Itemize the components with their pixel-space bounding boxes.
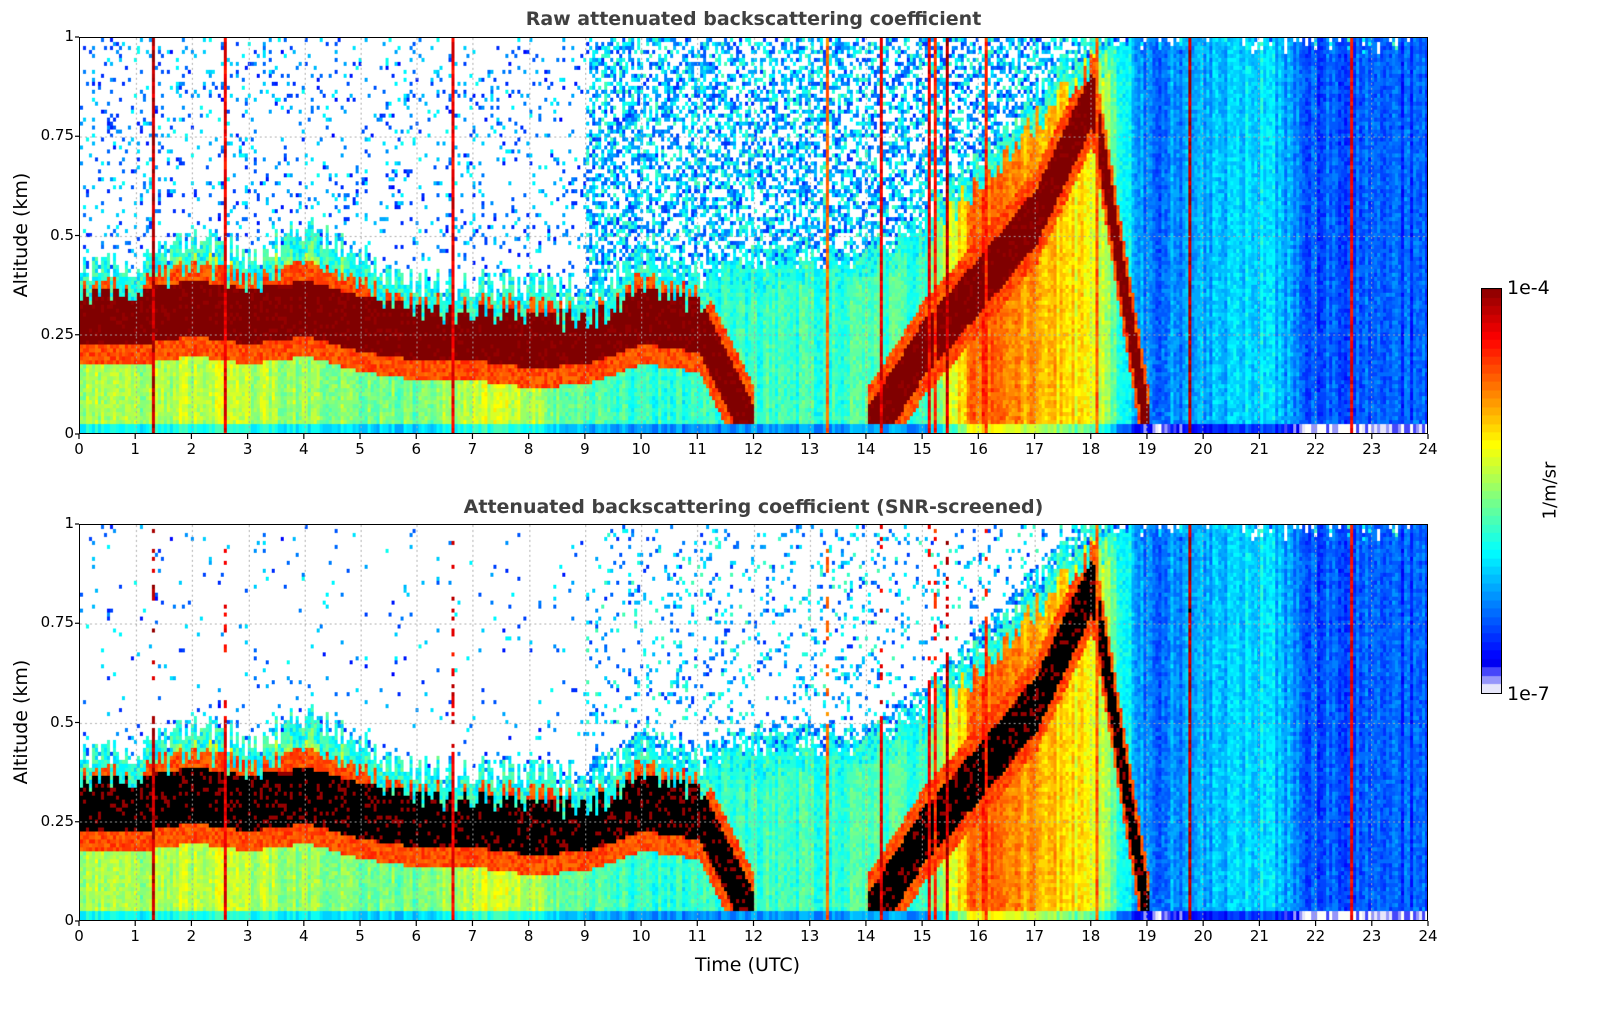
x-tick-label: 13 (800, 927, 820, 945)
x-axis-label: Time (UTC) (695, 954, 801, 976)
x-tick-label: 2 (186, 927, 197, 945)
y-tick-label: 0.75 (40, 613, 74, 632)
x-tick-label: 2 (186, 440, 197, 458)
x-tick-label: 5 (355, 927, 365, 945)
colorbar (1481, 288, 1502, 694)
x-tick-label: 11 (687, 440, 707, 458)
x-tick-label: 15 (912, 927, 932, 945)
x-tick-label: 22 (1306, 927, 1326, 945)
x-tick-label: 12 (743, 440, 764, 458)
x-tick-label: 16 (968, 440, 988, 458)
x-tick-label: 9 (580, 927, 590, 945)
x-tick-label: 19 (1137, 440, 1157, 458)
bottom-heatmap-panel (79, 524, 1428, 921)
colorbar-label: 1/m/sr (1539, 461, 1561, 520)
top-heatmap-panel (79, 37, 1428, 434)
y-tick-label: 1 (64, 27, 74, 45)
x-tick-label: 3 (242, 927, 253, 945)
x-tick-label: 6 (411, 440, 422, 458)
x-tick-label: 0 (74, 927, 84, 945)
x-tick-label: 21 (1249, 440, 1269, 458)
y-tick-label: 0.25 (40, 324, 74, 343)
x-tick-label: 7 (467, 440, 478, 458)
x-tick-label: 8 (523, 440, 534, 458)
x-tick-label: 24 (1418, 927, 1438, 945)
x-tick-label: 21 (1249, 927, 1269, 945)
x-tick-label: 14 (856, 927, 876, 945)
top-chart-title: Raw attenuated backscattering coefficien… (525, 8, 982, 30)
x-tick-label: 7 (467, 927, 478, 945)
x-tick-label: 0 (74, 440, 84, 458)
x-tick-label: 13 (800, 440, 820, 458)
colorbar-gradient (1482, 289, 1501, 693)
x-tick-label: 22 (1306, 440, 1326, 458)
x-tick-label: 5 (355, 440, 365, 458)
x-tick-label: 20 (1193, 927, 1213, 945)
x-tick-label: 9 (580, 440, 590, 458)
x-tick-label: 12 (743, 927, 764, 945)
y-tick-label: 0 (64, 911, 74, 929)
y-tick-label: 0 (64, 424, 74, 442)
x-tick-label: 15 (912, 440, 932, 458)
y-tick-label: 0.5 (50, 225, 74, 244)
x-tick-label: 4 (299, 440, 309, 458)
colorbar-min-label: 1e-7 (1507, 683, 1550, 705)
bottom-heatmap-canvas (80, 525, 1427, 920)
bottom-chart-title: Attenuated backscattering coefficient (S… (463, 496, 1044, 518)
x-tick-label: 18 (1081, 440, 1101, 458)
y-tick-label: 0.5 (50, 712, 74, 731)
y-tick-label: 0.25 (40, 811, 74, 830)
colorbar-max-label: 1e-4 (1507, 277, 1550, 299)
x-tick-label: 17 (1024, 927, 1045, 945)
x-tick-label: 1 (130, 440, 140, 458)
x-tick-label: 11 (687, 927, 707, 945)
x-tick-label: 10 (631, 440, 651, 458)
x-tick-label: 17 (1024, 440, 1045, 458)
x-tick-label: 20 (1193, 440, 1213, 458)
y-tick-label: 0.75 (40, 126, 74, 145)
x-tick-label: 8 (523, 927, 534, 945)
x-tick-label: 14 (856, 440, 876, 458)
x-tick-label: 1 (130, 927, 140, 945)
x-tick-label: 19 (1137, 927, 1157, 945)
y-tick-label: 1 (64, 514, 74, 532)
x-tick-label: 24 (1418, 440, 1438, 458)
x-tick-label: 23 (1362, 440, 1382, 458)
x-tick-label: 6 (411, 927, 422, 945)
x-tick-label: 10 (631, 927, 651, 945)
x-tick-label: 4 (299, 927, 309, 945)
x-tick-label: 16 (968, 927, 988, 945)
x-tick-label: 3 (242, 440, 253, 458)
top-heatmap-canvas (80, 38, 1427, 433)
x-tick-label: 23 (1362, 927, 1382, 945)
x-tick-label: 18 (1081, 927, 1101, 945)
